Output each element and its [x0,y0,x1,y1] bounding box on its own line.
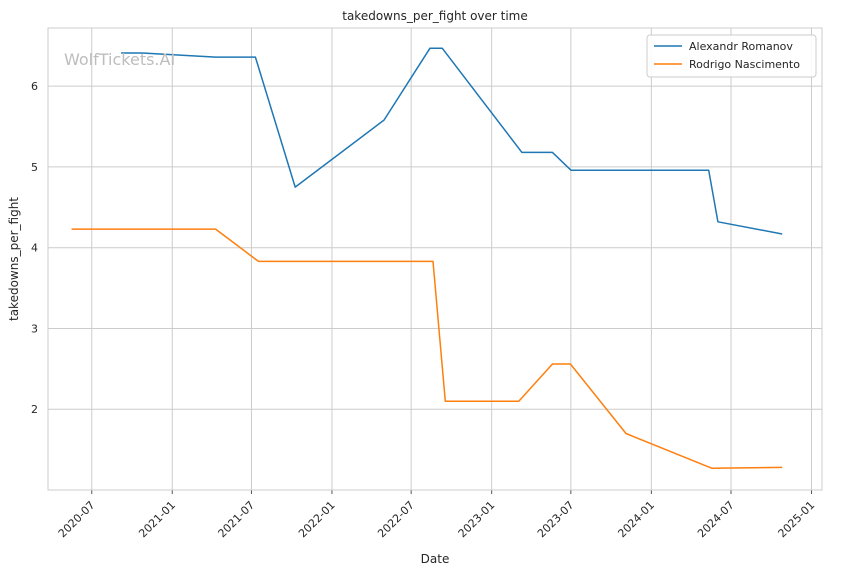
watermark: WolfTickets.AI [64,50,175,69]
series-line-0 [121,47,783,235]
legend: Alexandr Romanov Rodrigo Nascimento [646,34,817,78]
y-tick-label: 5 [31,161,38,174]
x-tick-label: 2022-01 [296,499,338,541]
legend-label-romanov: Alexandr Romanov [689,40,793,53]
series-lines [71,47,783,469]
x-axis-ticks: 2020-07 2021-01 2021-07 2022-01 2022-07 2023-… [56,490,817,540]
y-axis-label: takedowns_per_fight [7,197,21,321]
x-tick-label: 2025-01 [776,499,818,541]
legend-label-nascimento: Rodrigo Nascimento [689,58,800,71]
grid [48,28,822,490]
x-tick-label: 2024-07 [695,499,737,541]
x-tick-label: 2024-01 [615,499,657,541]
x-tick-label: 2023-07 [535,499,577,541]
y-tick-label: 3 [31,322,38,335]
y-tick-label: 2 [31,403,38,416]
x-tick-label: 2022-07 [375,499,417,541]
legend-box [646,34,817,78]
x-axis-label: Date [421,552,450,566]
x-tick-label: 2020-07 [56,499,98,541]
y-axis-ticks: 2 3 4 5 6 [31,80,38,416]
chart-title: takedowns_per_fight over time [342,9,528,23]
y-tick-label: 6 [31,80,38,93]
series-line-1 [71,228,783,469]
x-tick-label: 2023-01 [456,499,498,541]
x-tick-label: 2021-07 [216,499,258,541]
plot-area [48,28,822,490]
x-tick-label: 2021-01 [136,499,178,541]
plot-frame [47,27,823,491]
y-tick-label: 4 [31,242,38,255]
